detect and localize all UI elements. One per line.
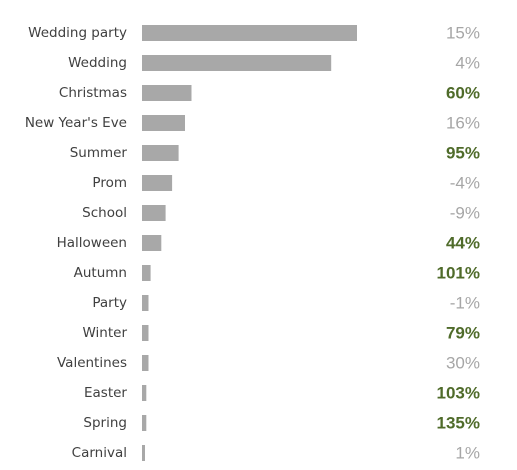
category-label: Wedding: [68, 55, 127, 71]
change-label: 103%: [437, 384, 480, 403]
category-label: Easter: [84, 385, 127, 401]
bar: [142, 295, 149, 311]
bar: [142, 385, 147, 401]
bar: [142, 265, 151, 281]
category-label: Carnival: [72, 445, 127, 461]
change-label: 60%: [446, 84, 480, 103]
category-label: Winter: [82, 325, 127, 341]
bar: [142, 115, 185, 131]
category-label: Spring: [83, 415, 127, 431]
bar: [142, 85, 192, 101]
change-label: 15%: [446, 24, 480, 43]
bar: [142, 355, 149, 371]
change-label: 95%: [446, 144, 480, 163]
chart-rows: Wedding party 15% Wedding 4% Christmas 60% New…: [25, 24, 480, 463]
bar: [142, 175, 173, 191]
bar: [142, 25, 357, 41]
bar: [142, 55, 332, 71]
change-label: 30%: [446, 354, 480, 373]
change-label: 16%: [446, 114, 480, 133]
category-label: Summer: [70, 145, 128, 161]
change-label: 1%: [455, 444, 480, 463]
change-label: -1%: [450, 294, 480, 313]
change-label: 135%: [437, 414, 480, 433]
bar: [142, 415, 147, 431]
change-label: 79%: [446, 324, 480, 343]
change-label: 101%: [437, 264, 480, 283]
change-label: 44%: [446, 234, 480, 253]
change-label: -4%: [450, 174, 480, 193]
category-label: Autumn: [74, 265, 127, 281]
bar: [142, 235, 162, 251]
bar: [142, 325, 149, 341]
category-label: Christmas: [59, 85, 127, 101]
category-label: New Year's Eve: [25, 115, 127, 131]
bar: [142, 145, 179, 161]
category-label: Halloween: [57, 235, 127, 251]
change-label: 4%: [455, 54, 480, 73]
category-label: Prom: [92, 175, 127, 191]
bar: [142, 205, 166, 221]
category-label: Valentines: [57, 355, 127, 371]
category-label: Party: [92, 295, 127, 311]
category-label: School: [82, 205, 127, 221]
category-label: Wedding party: [28, 25, 127, 41]
change-label: -9%: [450, 204, 480, 223]
bar: [142, 445, 145, 461]
